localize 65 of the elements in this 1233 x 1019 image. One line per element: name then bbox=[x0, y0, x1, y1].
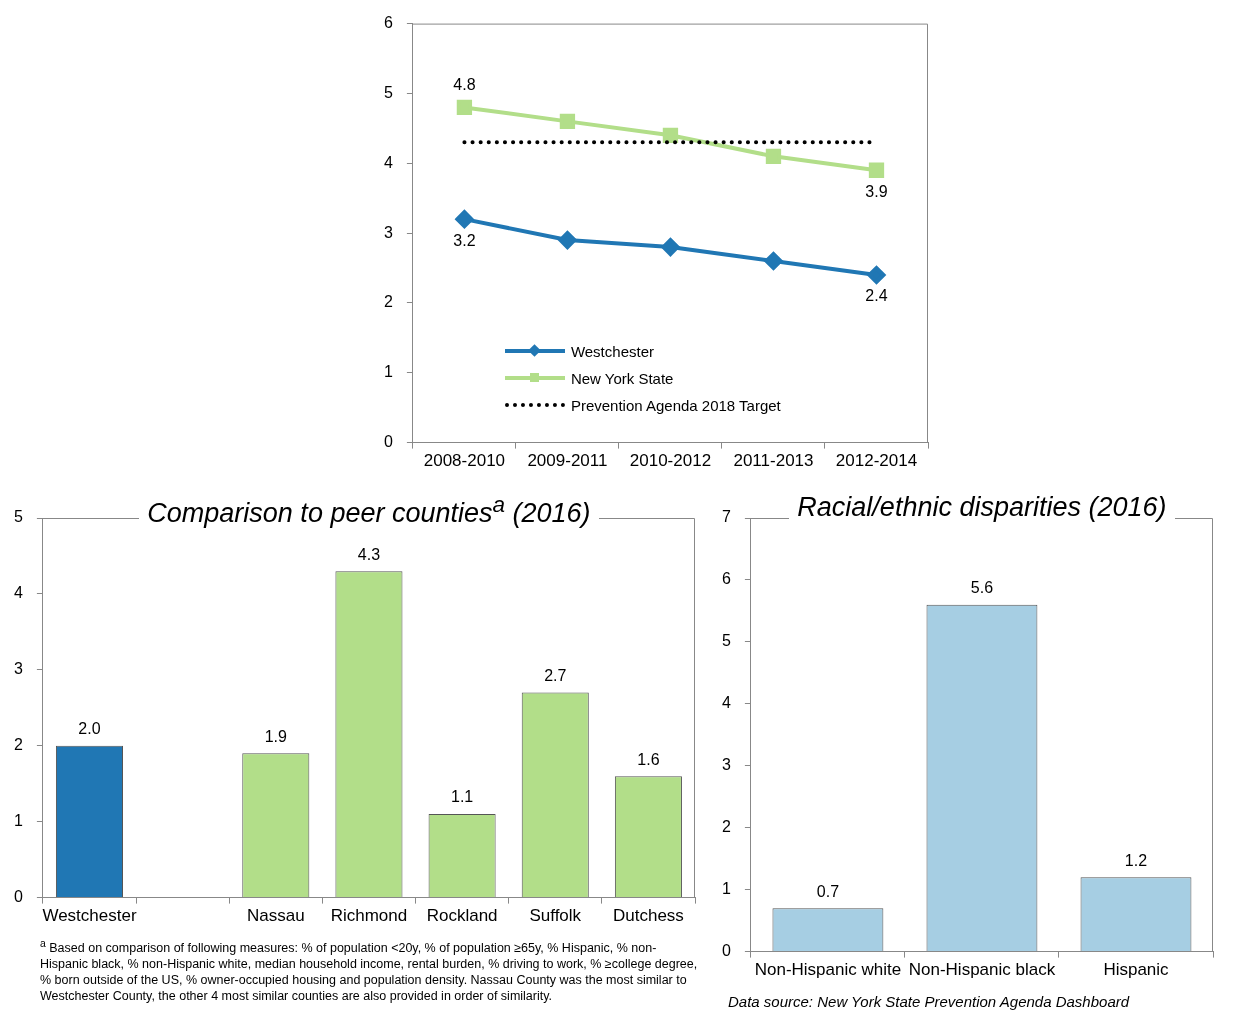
x-tick-label: 2010-2012 bbox=[629, 451, 712, 471]
data-label: 1.2 bbox=[1124, 851, 1148, 869]
y-tick-label: 6 bbox=[383, 14, 393, 32]
y-tick-label: 0 bbox=[383, 433, 393, 451]
x-tick-label: Rockland bbox=[426, 906, 498, 926]
y-tick-label: 1 bbox=[383, 363, 393, 381]
point bbox=[455, 210, 474, 229]
x-tick-label: Nassau bbox=[246, 906, 305, 926]
x-tick-label: 2008-2010 bbox=[423, 451, 506, 471]
x-tick-label: 2009-2011 bbox=[527, 451, 608, 471]
y-tick-label: 4 bbox=[13, 584, 23, 602]
y-tick-label: 2 bbox=[383, 293, 393, 311]
x-tick-label: Dutchess bbox=[612, 906, 684, 926]
data-label: 2.4 bbox=[865, 287, 888, 305]
data-label: 1.9 bbox=[264, 727, 288, 745]
y-tick-label: 4 bbox=[383, 153, 393, 171]
y-tick-label: 0 bbox=[721, 942, 731, 960]
data-label: 3.9 bbox=[865, 182, 888, 200]
x-tick-label: Non-Hispanic white bbox=[754, 960, 902, 980]
data-label: 3.2 bbox=[453, 231, 476, 249]
y-tick-label: 2 bbox=[13, 736, 23, 754]
y-tick-label: 3 bbox=[721, 756, 731, 774]
point bbox=[662, 127, 679, 143]
legend-label: Prevention Agenda 2018 Target bbox=[570, 396, 781, 414]
data-label: 1.1 bbox=[450, 788, 474, 806]
y-tick-label: 1 bbox=[13, 812, 23, 830]
x-tick-label: 2011-2013 bbox=[733, 451, 814, 471]
point bbox=[868, 162, 885, 178]
legend-label: Westchester bbox=[570, 342, 654, 360]
data-label: 4.8 bbox=[453, 75, 476, 93]
x-tick-label: Richmond bbox=[330, 906, 408, 926]
point bbox=[456, 99, 473, 116]
y-tick-label: 5 bbox=[721, 632, 731, 650]
data-label: 0.7 bbox=[816, 882, 840, 900]
y-tick-label: 7 bbox=[721, 508, 731, 526]
point bbox=[764, 252, 783, 271]
x-tick-label: Non-Hispanic black bbox=[908, 960, 1056, 980]
data-label: 2.0 bbox=[78, 720, 101, 738]
source-note: Data source: New York State Prevention Agenda Dashboard bbox=[728, 993, 1131, 1010]
data-label: 1.6 bbox=[637, 750, 660, 768]
chart-title: Racial/ethnic disparities (2016) bbox=[789, 492, 1175, 522]
y-tick-label: 4 bbox=[721, 694, 731, 712]
text: $^{a}$ Based on comparison of following measures: % of population <20y, % of population ≥65y, % Hispanic, % non-Hispanic black, % non-Hispanic white, median household income, rental burden, % driving to work, % ≥college degree, % born outside of the US, % owner-occupied housing and population density. Nassau County was the most similar to Westchester County, the other 4 most similar counties are also provided in order of similarity. bbox=[40, 937, 699, 1005]
y-tick-label: 5 bbox=[383, 83, 393, 101]
y-tick-label: 5 bbox=[13, 508, 23, 526]
point bbox=[661, 238, 680, 257]
chart-title: Comparison to peer counties$^{a}$ (2016) bbox=[146, 492, 592, 528]
y-tick-label: 3 bbox=[13, 660, 23, 678]
x-tick-label: Westchester bbox=[42, 906, 137, 926]
point bbox=[559, 113, 576, 130]
x-tick-label: Suffolk bbox=[529, 906, 582, 926]
point bbox=[558, 231, 577, 250]
data-label: 2.7 bbox=[544, 667, 567, 685]
y-tick-label: 1 bbox=[721, 880, 731, 898]
legend-label: New York State bbox=[570, 369, 674, 387]
y-tick-label: 3 bbox=[383, 223, 393, 241]
data-label: 4.3 bbox=[357, 545, 381, 563]
x-tick-label: 2012-2014 bbox=[835, 451, 918, 471]
point bbox=[765, 148, 782, 164]
x-tick-label: Hispanic bbox=[1103, 960, 1170, 980]
y-tick-label: 6 bbox=[721, 570, 731, 588]
y-tick-label: 2 bbox=[721, 818, 731, 836]
data-label: 5.6 bbox=[970, 579, 994, 597]
y-tick-label: 0 bbox=[13, 888, 23, 906]
point bbox=[867, 266, 886, 284]
